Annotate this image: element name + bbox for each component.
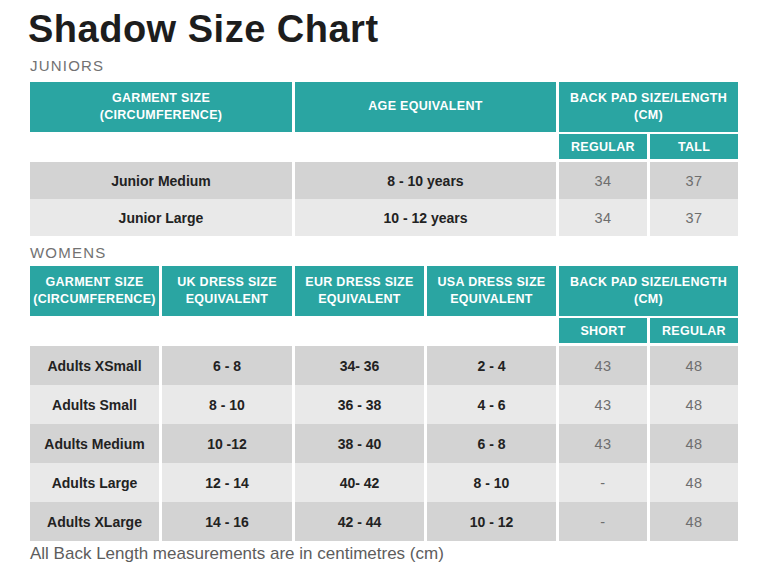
table-row: Adults Large 12 - 14 40- 42 8 - 10 - 48 xyxy=(30,463,738,502)
juniors-header-back-pad: BACK PAD SIZE/LENGTH (CM) xyxy=(559,82,738,132)
juniors-subheader-row: REGULAR TALL xyxy=(30,134,738,159)
womens-subheader-short: SHORT xyxy=(559,318,647,343)
juniors-subheader-regular: REGULAR xyxy=(559,134,647,159)
table-cell-usa: 10 - 12 xyxy=(427,502,556,541)
womens-header-garment-size: GARMENT SIZE (CIRCUMFERENCE) xyxy=(30,266,159,316)
table-cell-garment: Adults Large xyxy=(30,463,159,502)
table-cell-regular: 48 xyxy=(650,424,738,463)
table-cell-usa: 4 - 6 xyxy=(427,385,556,424)
womens-subheader-spacer xyxy=(30,318,159,343)
womens-subheader-spacer xyxy=(295,318,424,343)
juniors-header-garment-size: GARMENT SIZE (CIRCUMFERENCE) xyxy=(30,82,292,132)
table-cell-short: 43 xyxy=(559,385,647,424)
table-row: Adults XLarge 14 - 16 42 - 44 10 - 12 - … xyxy=(30,502,738,541)
table-cell-uk: 10 -12 xyxy=(162,424,292,463)
juniors-header-age-equivalent: AGE EQUIVALENT xyxy=(295,82,556,132)
table-row: Adults Medium 10 -12 38 - 40 6 - 8 43 48 xyxy=(30,424,738,463)
table-cell-short: - xyxy=(559,463,647,502)
table-cell-age: 10 - 12 years xyxy=(295,199,556,236)
size-chart-page: Shadow Size Chart JUNIORS GARMENT SIZE (… xyxy=(0,0,762,572)
table-cell-age: 8 - 10 years xyxy=(295,162,556,199)
table-row: Junior Medium 8 - 10 years 34 37 xyxy=(30,162,738,199)
table-cell-eur: 38 - 40 xyxy=(295,424,424,463)
table-row: Adults XSmall 6 - 8 34- 36 2 - 4 43 48 xyxy=(30,346,738,385)
womens-subheader-spacer xyxy=(162,318,292,343)
table-cell-eur: 42 - 44 xyxy=(295,502,424,541)
table-cell-regular: 48 xyxy=(650,346,738,385)
table-cell-garment: Adults Medium xyxy=(30,424,159,463)
table-cell-uk: 14 - 16 xyxy=(162,502,292,541)
footnote: All Back Length measurements are in cent… xyxy=(30,544,444,564)
table-cell-regular: 48 xyxy=(650,502,738,541)
womens-subheader-row: SHORT REGULAR xyxy=(30,318,738,343)
womens-header-uk-dress: UK DRESS SIZE EQUIVALENT xyxy=(162,266,292,316)
table-cell-eur: 36 - 38 xyxy=(295,385,424,424)
table-row: Junior Large 10 - 12 years 34 37 xyxy=(30,199,738,236)
table-cell-short: 43 xyxy=(559,424,647,463)
table-cell-garment: Junior Medium xyxy=(30,162,292,199)
juniors-subheader-spacer xyxy=(295,134,556,159)
womens-header-usa-dress: USA DRESS SIZE EQUIVALENT xyxy=(427,266,556,316)
section-label-womens: WOMENS xyxy=(30,244,106,261)
table-cell-usa: 2 - 4 xyxy=(427,346,556,385)
table-cell-usa: 6 - 8 xyxy=(427,424,556,463)
table-cell-eur: 34- 36 xyxy=(295,346,424,385)
table-cell-regular: 48 xyxy=(650,463,738,502)
table-cell-garment: Junior Large xyxy=(30,199,292,236)
juniors-size-table: GARMENT SIZE (CIRCUMFERENCE) AGE EQUIVAL… xyxy=(30,82,738,236)
table-cell-uk: 8 - 10 xyxy=(162,385,292,424)
table-cell-garment: Adults Small xyxy=(30,385,159,424)
section-label-juniors: JUNIORS xyxy=(30,57,104,74)
table-cell-uk: 12 - 14 xyxy=(162,463,292,502)
table-cell-uk: 6 - 8 xyxy=(162,346,292,385)
womens-size-table: GARMENT SIZE (CIRCUMFERENCE) UK DRESS SI… xyxy=(30,266,738,541)
table-cell-tall: 37 xyxy=(650,199,738,236)
juniors-subheader-tall: TALL xyxy=(650,134,738,159)
table-cell-tall: 37 xyxy=(650,162,738,199)
womens-header-back-pad: BACK PAD SIZE/LENGTH (CM) xyxy=(559,266,738,316)
table-cell-short: - xyxy=(559,502,647,541)
juniors-header-row: GARMENT SIZE (CIRCUMFERENCE) AGE EQUIVAL… xyxy=(30,82,738,132)
table-cell-garment: Adults XLarge xyxy=(30,502,159,541)
juniors-subheader-spacer xyxy=(30,134,292,159)
page-title: Shadow Size Chart xyxy=(28,8,379,51)
table-cell-regular: 48 xyxy=(650,385,738,424)
womens-header-eur-dress: EUR DRESS SIZE EQUIVALENT xyxy=(295,266,424,316)
womens-header-row: GARMENT SIZE (CIRCUMFERENCE) UK DRESS SI… xyxy=(30,266,738,316)
table-cell-usa: 8 - 10 xyxy=(427,463,556,502)
table-cell-regular: 34 xyxy=(559,199,647,236)
table-cell-regular: 34 xyxy=(559,162,647,199)
table-cell-eur: 40- 42 xyxy=(295,463,424,502)
table-cell-garment: Adults XSmall xyxy=(30,346,159,385)
womens-subheader-spacer xyxy=(427,318,556,343)
womens-subheader-regular: REGULAR xyxy=(650,318,738,343)
table-row: Adults Small 8 - 10 36 - 38 4 - 6 43 48 xyxy=(30,385,738,424)
table-cell-short: 43 xyxy=(559,346,647,385)
